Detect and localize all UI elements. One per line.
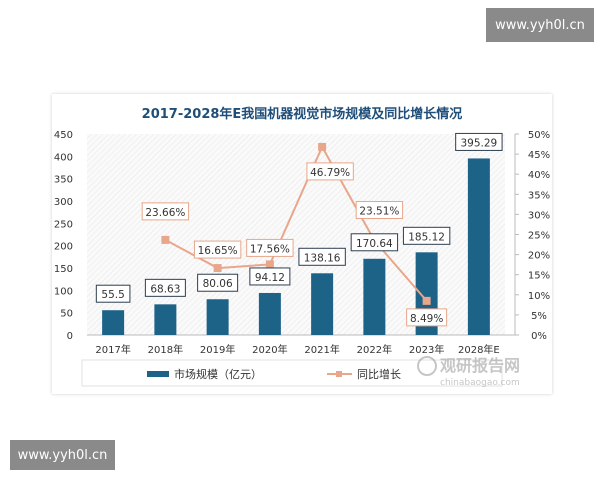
x-tick-label: 2028年E [458,343,500,356]
x-tick-label: 2021年 [304,343,339,356]
right-tick-label: 10% [528,291,550,302]
bar [363,258,386,335]
left-tick-label: 50 [60,309,73,320]
growth-value-label-box [193,240,242,259]
chart: 2017-2028年E我国机器视觉市场规模及同比增长情况 0 50 100 150 20… [54,106,550,388]
watermark-top: www.yyh0l.cn [486,8,594,42]
bar [258,292,281,335]
bar-value-label-box [455,132,503,151]
bar-value-label-box [249,267,291,286]
bar-value-label: 170.64 [356,238,393,250]
right-tick-label: 30% [528,210,550,221]
legend: 市场规模（亿元） 同比增长 [81,359,503,387]
logo-name: 观研报告网 [440,356,520,375]
bar-value-label: 68.63 [150,283,180,295]
left-tick-label: 250 [54,219,73,230]
bar [206,299,229,335]
x-tick-label: 2019年 [200,343,235,356]
growth-point [161,235,170,244]
bar-value-label-box [144,278,186,297]
left-tick-label: 100 [54,286,73,297]
left-tick-label: 300 [54,197,73,208]
left-tick-label: 150 [54,264,73,275]
right-tick-label: 40% [528,170,550,181]
left-tick-label: 350 [54,175,73,186]
growth-value-label-box [406,308,448,327]
bar-value-label: 395.29 [461,137,498,149]
right-tick-label: 45% [528,150,550,161]
bar-value-label-box [197,273,239,292]
bar [154,304,177,335]
growth-value-label-box [141,202,190,221]
bar-value-label-box [95,284,131,303]
left-tick-label: 450 [54,130,73,141]
logo-url: chinabaogao.com [440,378,520,388]
growth-value-label-box [246,238,294,257]
bar-value-label: 94.12 [255,272,285,284]
x-tick-label: 2023年 [409,343,444,356]
growth-point [213,264,222,273]
growth-value-label: 23.51% [359,205,399,217]
growth-point [422,296,431,305]
bar-value-label-box [298,247,346,266]
left-tick-label: 0 [67,331,73,342]
logo-icon [417,356,437,376]
growth-value-label: 8.49% [410,313,443,325]
left-tick-label: 400 [54,152,73,163]
legend-line-marker [336,371,342,377]
x-tick-label: 2018年 [148,343,183,356]
bar-value-label: 138.16 [304,252,341,264]
right-tick-label: 50% [528,130,550,141]
x-tick-label: 2022年 [357,343,392,356]
bar-value-label: 185.12 [408,231,445,243]
growth-value-label: 23.66% [145,207,185,219]
chart-panel: 2017-2028年E我国机器视觉市场规模及同比增长情况 0 50 100 150 20… [52,94,552,394]
growth-point [318,142,327,151]
growth-value-label: 16.65% [198,245,238,257]
bar [102,310,125,335]
right-tick-label: 0% [531,331,547,342]
watermark-bottom: www.yyh0l.cn [10,440,115,470]
growth-point [265,260,274,269]
bar [467,158,490,335]
right-tick-label: 5% [531,311,547,322]
legend-bar-label: 市场规模（亿元） [174,367,262,381]
growth-value-label: 46.79% [310,167,350,179]
right-tick-label: 15% [528,271,550,282]
x-tick-label: 2020年 [252,343,287,356]
growth-value-label-box [355,200,404,219]
bar-value-label-box [402,226,451,245]
right-tick-label: 20% [528,251,550,262]
bar-value-label: 55.5 [101,289,124,301]
bar [311,273,334,335]
bar-value-label: 80.06 [203,278,233,290]
chart-title: 2017-2028年E我国机器视觉市场规模及同比增长情况 [142,106,463,122]
growth-value-label-box [306,162,354,181]
source-logo: 观研报告网 chinabaogao.com [417,356,520,388]
left-tick-label: 200 [54,242,73,253]
right-tick-label: 25% [528,231,550,242]
x-tick-label: 2017年 [95,343,130,356]
legend-bar-swatch [147,371,169,377]
bar-value-label-box [350,233,399,252]
growth-value-label: 17.56% [250,243,290,255]
right-tick-label: 35% [528,190,550,201]
legend-line-label: 同比增长 [357,367,401,381]
